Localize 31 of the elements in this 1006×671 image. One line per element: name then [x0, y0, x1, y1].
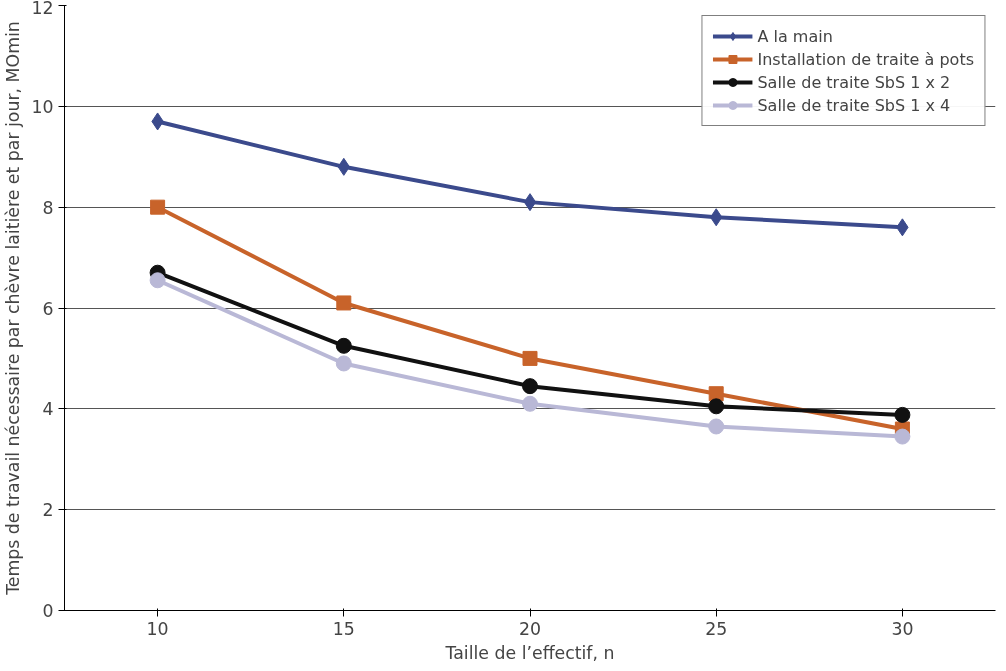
point	[335, 337, 352, 354]
y-tick-label: 4	[42, 399, 54, 420]
point	[522, 378, 538, 395]
point	[708, 398, 725, 415]
point	[335, 355, 352, 372]
legend-label: A la main	[757, 26, 833, 46]
x-tick-label: 15	[332, 618, 355, 639]
x-tick-label: 25	[705, 618, 728, 639]
point	[708, 418, 725, 435]
x-tick-label: 10	[146, 618, 169, 639]
point	[522, 350, 538, 366]
point	[149, 272, 166, 289]
y-tick-label: 0	[42, 601, 54, 621]
point	[336, 295, 352, 311]
legend-label: Installation de traite à pots	[757, 49, 974, 69]
point	[523, 193, 537, 212]
y-tick-label: 2	[42, 500, 54, 521]
y-tick-label: 10	[31, 96, 54, 117]
legend-label: Salle de traite SbS 1 x 4	[757, 95, 951, 115]
x-axis-title: Taille de l’effectif, n	[444, 642, 615, 663]
x-tick-label: 20	[518, 618, 542, 639]
y-tick-label: 12	[31, 0, 54, 18]
x-tick-label: 30	[891, 618, 914, 639]
y-axis-title: Temps de travail nécessaire par chèvre laitière et par jour, MOmin	[3, 21, 24, 596]
y-tick-label: 6	[42, 298, 54, 319]
point	[894, 406, 911, 423]
point	[150, 199, 166, 215]
point	[894, 428, 911, 445]
legend-label: Salle de traite SbS 1 x 2	[757, 72, 951, 92]
point	[522, 395, 538, 412]
y-tick-label: 8	[42, 197, 54, 218]
